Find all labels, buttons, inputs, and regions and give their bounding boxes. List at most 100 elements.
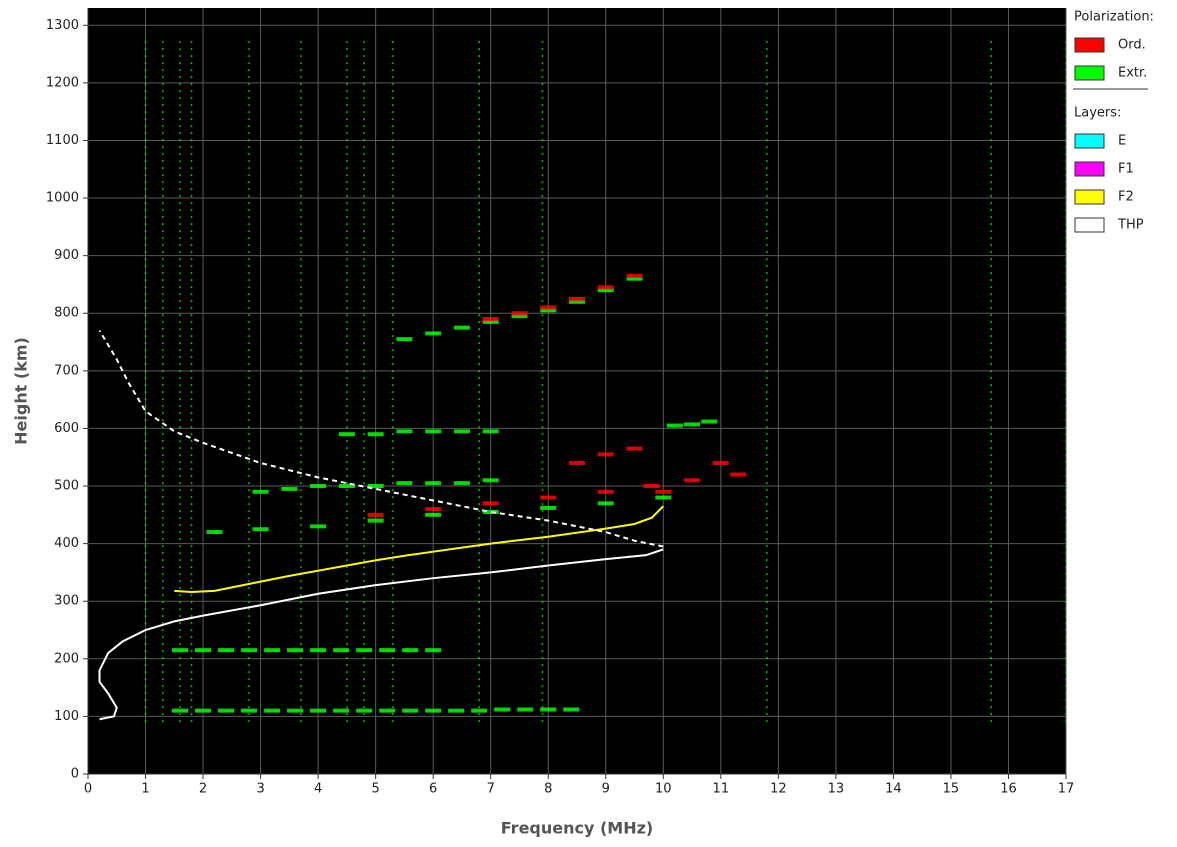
echo <box>396 429 413 434</box>
legend-swatch <box>1074 133 1105 149</box>
y-tick-label: 1000 <box>46 191 79 206</box>
legend-label: Extr. <box>1118 66 1147 81</box>
echo <box>396 481 413 486</box>
echo <box>287 708 304 713</box>
echo <box>511 314 528 319</box>
x-tick-label: 0 <box>84 782 92 797</box>
echo <box>367 432 384 437</box>
x-tick-label: 13 <box>828 782 845 797</box>
x-tick-label: 10 <box>655 782 672 797</box>
echo <box>540 495 557 500</box>
echo <box>540 505 557 510</box>
echo <box>563 707 580 712</box>
echo <box>597 452 614 457</box>
y-tick-label: 1300 <box>46 18 79 33</box>
y-tick-label: 1100 <box>46 133 79 148</box>
echo <box>425 648 442 653</box>
legend-title: Layers: <box>1074 106 1121 121</box>
echo <box>453 325 470 330</box>
y-tick-label: 700 <box>54 363 79 378</box>
echo <box>287 648 304 653</box>
echo <box>511 311 528 316</box>
echo <box>597 501 614 506</box>
legend-swatch <box>1074 65 1105 81</box>
legend-label: Ord. <box>1118 38 1146 53</box>
x-tick-label: 1 <box>141 782 149 797</box>
x-tick-label: 14 <box>885 782 902 797</box>
x-tick-label: 12 <box>770 782 787 797</box>
echo <box>252 527 269 532</box>
x-tick-label: 15 <box>943 782 960 797</box>
echo <box>172 708 189 713</box>
echo <box>517 707 534 712</box>
echo <box>218 708 235 713</box>
echo <box>471 708 488 713</box>
x-tick-label: 16 <box>1000 782 1017 797</box>
x-tick-label: 11 <box>713 782 730 797</box>
legend-swatch <box>1074 161 1105 177</box>
echo <box>540 305 557 310</box>
echo <box>367 512 384 517</box>
echo <box>252 489 269 494</box>
echo <box>338 484 355 489</box>
echo <box>333 648 350 653</box>
y-tick-label: 400 <box>54 536 79 551</box>
echo <box>494 707 511 712</box>
echo <box>310 484 327 489</box>
y-tick-label: 800 <box>54 306 79 321</box>
echo <box>684 422 701 427</box>
echo <box>367 518 384 523</box>
legend-label: THP <box>1117 218 1144 233</box>
echo <box>206 530 223 535</box>
echo <box>626 446 643 451</box>
echo <box>195 708 212 713</box>
legend-label: F1 <box>1118 162 1134 177</box>
legend-swatch <box>1074 37 1105 53</box>
echo <box>482 429 499 434</box>
echo <box>712 460 729 465</box>
y-tick-label: 0 <box>71 767 79 782</box>
legend-swatch <box>1074 189 1105 205</box>
legend-swatch <box>1074 217 1105 233</box>
x-axis-label: Frequency (MHz) <box>501 819 653 838</box>
x-tick-label: 3 <box>256 782 264 797</box>
x-tick-label: 2 <box>199 782 207 797</box>
echo <box>281 486 298 491</box>
echo <box>569 460 585 465</box>
echo <box>338 432 355 437</box>
echo <box>448 708 465 713</box>
y-tick-label: 1200 <box>46 75 79 90</box>
echo <box>730 472 747 477</box>
echo <box>379 708 396 713</box>
echo <box>264 708 281 713</box>
echo <box>172 648 189 653</box>
echo <box>367 484 384 489</box>
echo <box>540 707 557 712</box>
echo <box>425 708 442 713</box>
echo <box>379 648 396 653</box>
echo <box>310 708 327 713</box>
echo <box>655 489 672 494</box>
echo <box>643 484 660 489</box>
echo <box>241 648 258 653</box>
echo <box>453 429 470 434</box>
echo <box>626 276 643 281</box>
echo <box>569 296 585 301</box>
echo <box>218 648 235 653</box>
legend-label: F2 <box>1118 190 1134 205</box>
y-tick-label: 100 <box>54 709 79 724</box>
echo <box>356 708 373 713</box>
x-tick-label: 6 <box>429 782 437 797</box>
y-tick-label: 600 <box>54 421 79 436</box>
echo <box>195 648 212 653</box>
x-tick-label: 8 <box>544 782 552 797</box>
echo <box>264 648 281 653</box>
echo <box>402 648 419 653</box>
y-tick-label: 500 <box>54 479 79 494</box>
echo <box>241 708 258 713</box>
echo <box>356 648 373 653</box>
echo <box>540 308 557 313</box>
legend-title: Polarization: <box>1074 10 1154 25</box>
echo <box>684 478 701 483</box>
plot-area <box>88 8 1066 774</box>
